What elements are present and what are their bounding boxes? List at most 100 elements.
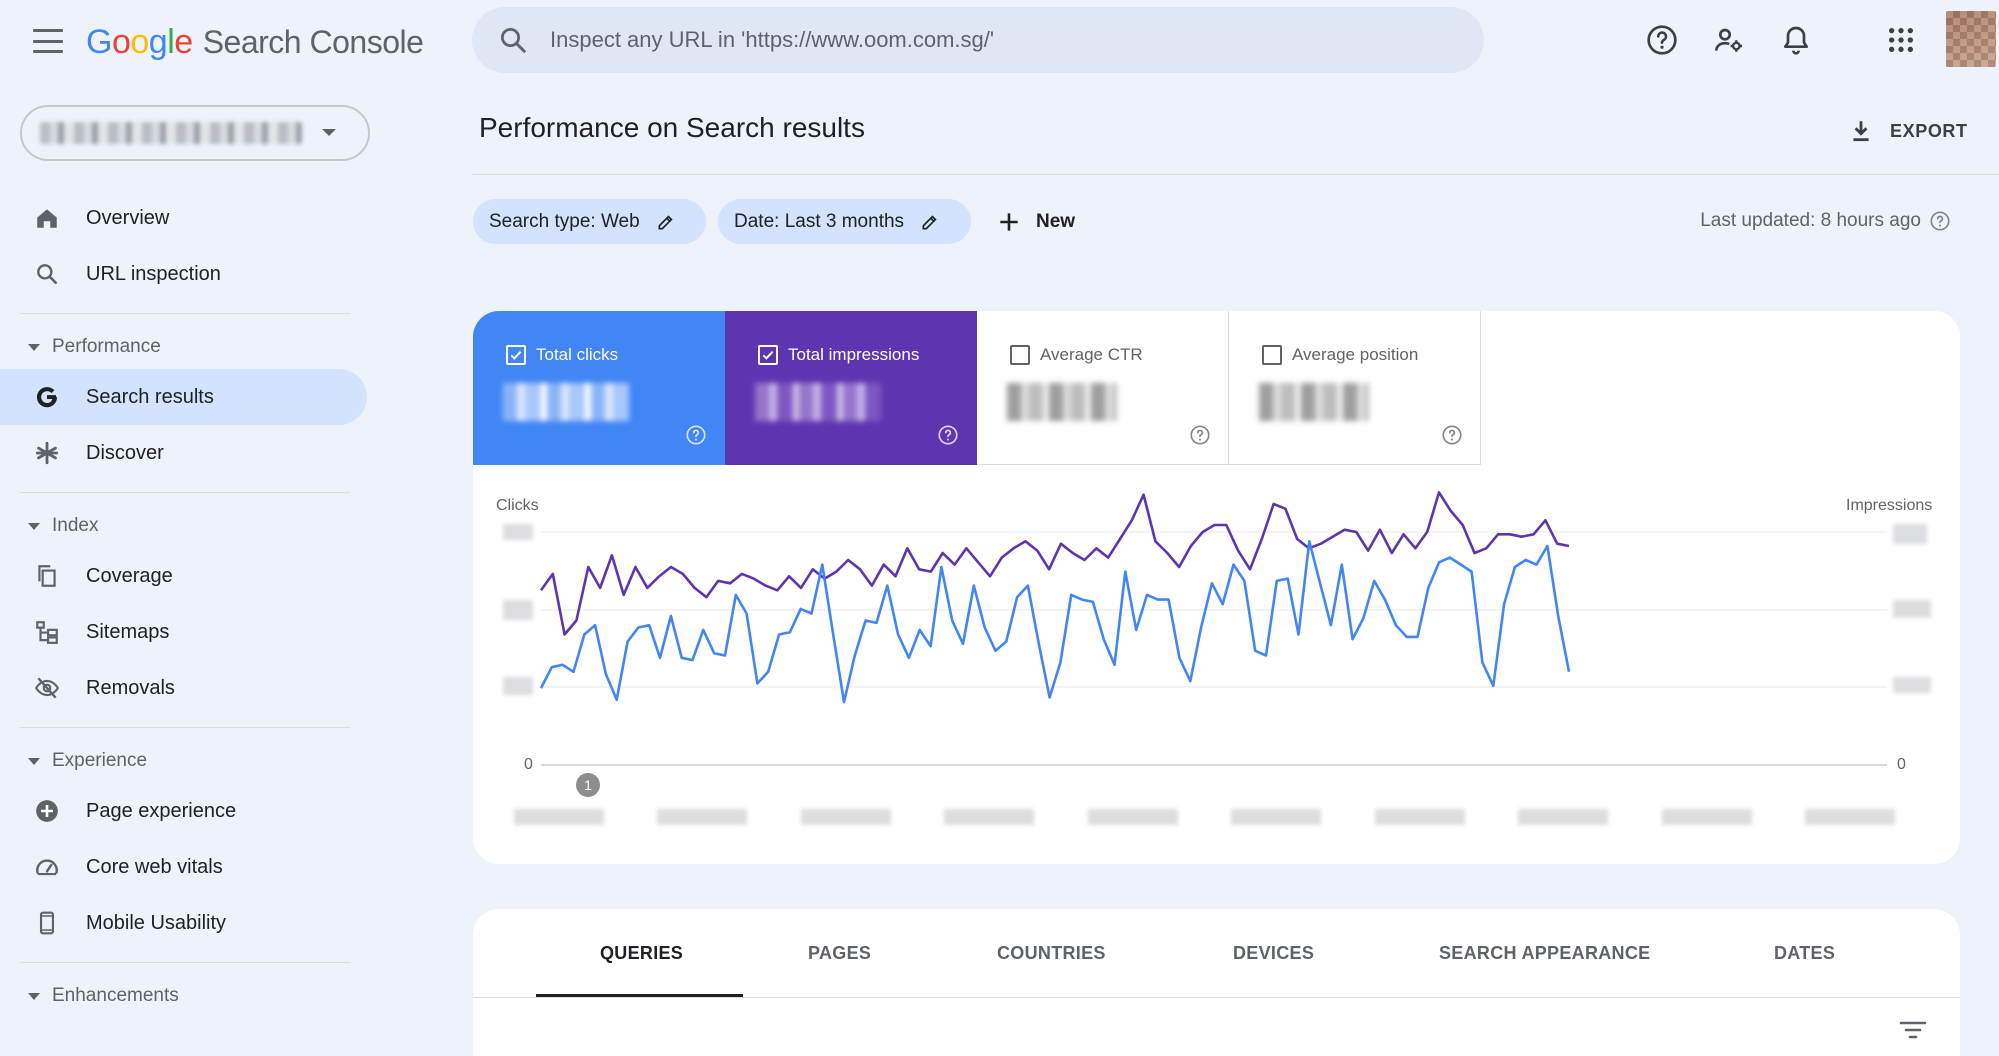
dropdown-arrow-icon — [322, 129, 336, 136]
url-inspection-search-bar[interactable] — [472, 7, 1484, 73]
metric-value-redacted — [503, 383, 629, 421]
metric-card-average-position[interactable]: Average position — [1229, 311, 1481, 465]
metric-label-text: Total clicks — [536, 345, 619, 364]
plus-icon — [1000, 213, 1018, 231]
sidebar-section-title: Performance — [52, 336, 161, 357]
x-axis-tick-redacted — [1518, 809, 1608, 825]
new-filter-button[interactable]: New — [996, 204, 1075, 240]
last-updated-text: Last updated: 8 hours ago — [1700, 210, 1921, 231]
sidebar-item-page-experience[interactable]: Page experience — [0, 783, 370, 839]
logo-letter: o — [111, 22, 131, 61]
tab-queries[interactable]: QUERIES — [600, 943, 684, 963]
phone-icon — [34, 910, 60, 936]
checkbox-unchecked-icon[interactable] — [1262, 345, 1282, 365]
help-icon[interactable] — [1189, 424, 1211, 446]
search-icon — [34, 261, 60, 287]
google-g-icon — [34, 384, 60, 410]
collapse-arrow-icon — [28, 344, 40, 351]
right-axis-tick-redacted — [1893, 600, 1931, 618]
help-icon[interactable] — [685, 424, 707, 446]
sidebar-item-discover[interactable]: Discover — [0, 425, 370, 481]
product-name: Search Console — [202, 23, 424, 60]
export-button[interactable]: EXPORT — [1848, 114, 1968, 148]
x-axis-tick-redacted — [1662, 809, 1752, 825]
x-axis-tick-redacted — [1805, 809, 1895, 825]
filter-chip-search-type[interactable]: Search type: Web — [473, 199, 706, 244]
help-icon[interactable] — [937, 424, 959, 446]
sidebar-item-overview[interactable]: Overview — [0, 190, 370, 246]
right-axis-title: Impressions — [1846, 497, 1933, 514]
x-axis-tick-redacted — [514, 809, 604, 825]
tab-pages[interactable]: PAGES — [808, 943, 872, 963]
header-divider — [472, 174, 1999, 175]
sidebar-section-enhancements[interactable]: Enhancements — [0, 974, 370, 1018]
notifications-icon — [1784, 26, 1808, 55]
right-axis-tick-redacted — [1893, 677, 1931, 693]
sidebar-item-label: URL inspection — [86, 262, 221, 285]
tab-countries[interactable]: COUNTRIES — [997, 943, 1106, 963]
right-axis-tick-redacted — [1893, 524, 1927, 544]
performance-chart-card: Total clicks Total impressions Average C… — [473, 311, 1960, 864]
filter-chip-date[interactable]: Date: Last 3 months — [718, 199, 971, 244]
metric-card-total-impressions[interactable]: Total impressions — [725, 311, 977, 465]
edit-pencil-icon — [658, 214, 673, 229]
metric-label-text: Total impressions — [788, 345, 920, 364]
sidebar-section-performance[interactable]: Performance — [0, 325, 370, 369]
help-icon[interactable] — [1929, 210, 1951, 232]
menu-icon-line — [33, 29, 63, 32]
metric-card-total-clicks[interactable]: Total clicks — [473, 311, 725, 465]
sidebar-item-search-results[interactable]: Search results — [0, 369, 367, 425]
checkbox-unchecked-icon[interactable] — [1010, 345, 1030, 365]
url-inspection-input[interactable] — [550, 27, 1450, 53]
metric-value-redacted — [755, 383, 881, 421]
help-icon[interactable] — [1441, 424, 1463, 446]
checkbox-checked-icon[interactable] — [506, 345, 526, 365]
chart-annotation-marker[interactable]: 1 — [576, 773, 600, 797]
left-axis-tick-redacted — [503, 677, 533, 695]
logo-letter: G — [86, 22, 112, 61]
sidebar-item-label: Sitemaps — [86, 620, 170, 643]
tab-dates[interactable]: DATES — [1774, 943, 1836, 963]
sidebar-item-removals[interactable]: Removals — [0, 660, 370, 716]
right-axis-zero-label: 0 — [1897, 756, 1906, 773]
sidebar-item-label: Discover — [86, 441, 164, 464]
sidebar-nav: Overview URL inspection Performance Sear… — [0, 190, 370, 1018]
metric-label: Average position — [1262, 345, 1418, 365]
tab-search-appearance[interactable]: SEARCH APPEARANCE — [1439, 943, 1651, 963]
x-axis-tick-redacted — [1088, 809, 1178, 825]
x-axis-tick-redacted — [801, 809, 891, 825]
sidebar-section-experience[interactable]: Experience — [0, 739, 370, 783]
help-button[interactable] — [1642, 20, 1682, 60]
metric-label-text: Average CTR — [1040, 345, 1143, 364]
logo-letter: e — [174, 22, 193, 61]
sidebar-item-core-web-vitals[interactable]: Core web vitals — [0, 839, 370, 895]
metric-card-average-ctr[interactable]: Average CTR — [977, 311, 1229, 465]
avatar[interactable] — [1946, 11, 1996, 67]
collapse-arrow-icon — [28, 758, 40, 765]
apps-button[interactable] — [1881, 20, 1921, 60]
sidebar-item-coverage[interactable]: Coverage — [0, 548, 370, 604]
sidebar-item-url-inspection[interactable]: URL inspection — [0, 246, 370, 302]
performance-line-chart[interactable] — [473, 311, 1960, 864]
dimension-tabs-card: QUERIES PAGES COUNTRIES DEVICES SEARCH A… — [473, 909, 1960, 1056]
clicks-series-line — [539, 540, 1571, 704]
sidebar-section-title: Enhancements — [52, 985, 179, 1006]
property-selector[interactable] — [20, 105, 370, 161]
main-menu-button[interactable] — [28, 26, 68, 56]
manage-users-button[interactable] — [1709, 20, 1749, 60]
sidebar-item-label: Mobile Usability — [86, 911, 227, 934]
sidebar-section-index[interactable]: Index — [0, 504, 370, 548]
last-updated-status: Last updated: 8 hours ago — [1700, 210, 1951, 232]
notifications-button[interactable] — [1776, 20, 1816, 60]
sidebar-item-sitemaps[interactable]: Sitemaps — [0, 604, 370, 660]
checkbox-checked-icon[interactable] — [758, 345, 778, 365]
metric-label: Average CTR — [1010, 345, 1143, 365]
left-axis-tick-redacted — [503, 524, 533, 540]
export-label: EXPORT — [1890, 120, 1968, 141]
filter-rows-icon[interactable] — [1897, 1017, 1929, 1043]
tab-devices[interactable]: DEVICES — [1233, 943, 1315, 963]
x-axis-tick-redacted — [1375, 809, 1465, 825]
sidebar-item-mobile-usability[interactable]: Mobile Usability — [0, 895, 370, 951]
sidebar-divider — [20, 727, 350, 728]
